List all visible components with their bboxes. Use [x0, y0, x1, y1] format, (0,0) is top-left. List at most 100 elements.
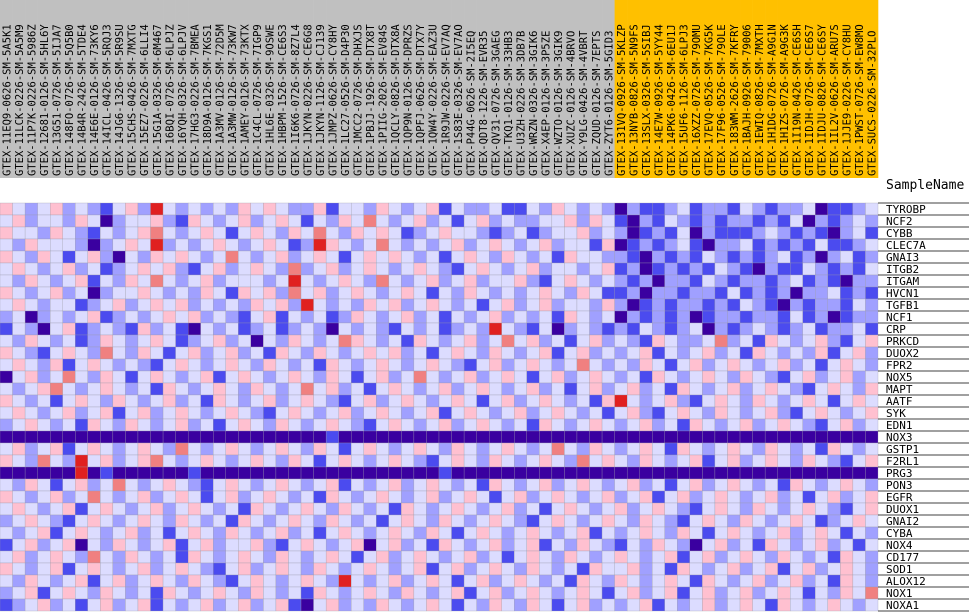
- heat-cell: [263, 406, 277, 420]
- heat-cell: [626, 334, 640, 348]
- heat-cell: [764, 574, 778, 588]
- heat-cell: [664, 286, 678, 300]
- heat-cell: [438, 430, 452, 444]
- heat-cell: [777, 562, 791, 576]
- heat-cell: [739, 394, 753, 408]
- heat-cell: [175, 322, 189, 336]
- heat-cell: [652, 286, 665, 300]
- heat-cell: [62, 394, 76, 408]
- heat-cell: [626, 202, 640, 216]
- sample-name: GTEX-14E6E-0126-SM-73KY6: [89, 24, 101, 176]
- heat-cell: [87, 382, 101, 396]
- heat-cell: [702, 586, 716, 600]
- heat-cell: [451, 394, 465, 408]
- heat-cell: [689, 370, 703, 384]
- heat-cell: [150, 394, 164, 408]
- heat-cell: [539, 598, 553, 612]
- heat-cell: [175, 598, 189, 612]
- heat-cell: [288, 346, 302, 360]
- heat-cell: [50, 346, 63, 360]
- heat-cell: [852, 238, 866, 252]
- heat-cell: [589, 346, 603, 360]
- heat-cell: [790, 226, 803, 240]
- heat-cell: [275, 334, 289, 348]
- heat-cell: [150, 274, 164, 288]
- heat-cell: [451, 370, 465, 384]
- heat-cell: [526, 274, 540, 288]
- heat-cell: [12, 430, 26, 444]
- heat-cell: [626, 262, 640, 276]
- heat-cell: [225, 418, 239, 432]
- heat-cell: [313, 298, 327, 312]
- heat-cell: [413, 262, 427, 276]
- heat-cell: [125, 274, 139, 288]
- heat-cell: [551, 490, 565, 504]
- heat-cell: [363, 466, 377, 480]
- heat-cell: [689, 226, 703, 240]
- heat-cell: [702, 322, 716, 336]
- heat-cell: [363, 562, 377, 576]
- heat-cell: [162, 286, 176, 300]
- heat-cell: [601, 358, 615, 372]
- heat-cell: [325, 586, 339, 600]
- heat-cell: [589, 226, 603, 240]
- heat-cell: [539, 406, 553, 420]
- heat-cell: [564, 562, 578, 576]
- heat-cell: [852, 478, 866, 492]
- heat-cell: [213, 490, 226, 504]
- heat-cell: [200, 550, 214, 564]
- gene-label: MAPT: [886, 383, 913, 396]
- heat-cell: [213, 382, 226, 396]
- heat-cell: [37, 454, 51, 468]
- heat-cell: [137, 310, 151, 324]
- heat-cell: [815, 562, 828, 576]
- heat-cell: [275, 382, 289, 396]
- heat-cell: [777, 586, 791, 600]
- heat-cell: [652, 358, 665, 372]
- sample-header: [388, 0, 402, 178]
- heat-cell: [0, 382, 13, 396]
- heat-cell: [24, 502, 38, 516]
- heat-cell: [539, 274, 553, 288]
- heat-cell: [175, 346, 189, 360]
- heat-cell: [187, 478, 201, 492]
- heat-cell: [463, 538, 477, 552]
- heat-cell: [739, 238, 753, 252]
- heat-cell: [363, 334, 377, 348]
- heat-cell: [764, 478, 778, 492]
- heat-cell: [162, 334, 176, 348]
- heat-cell: [100, 250, 114, 264]
- heat-cell: [564, 490, 578, 504]
- heat-cell: [802, 322, 816, 336]
- heat-cell: [827, 598, 841, 612]
- heat-cell: [175, 370, 189, 384]
- heat-cell: [162, 502, 176, 516]
- sample-name: GTEX-ZYT6-0126-SM-5GID3: [603, 31, 615, 176]
- heat-cell: [652, 334, 665, 348]
- heat-cell: [790, 262, 803, 276]
- heat-cell: [50, 574, 63, 588]
- heat-cell: [852, 526, 866, 540]
- heat-cell: [388, 574, 402, 588]
- heat-cell: [137, 502, 151, 516]
- heat-cell: [200, 430, 214, 444]
- sample-name: GTEX-1IDJU-0826-SM-CE6SY: [817, 24, 829, 176]
- heat-cell: [727, 502, 741, 516]
- heat-cell: [702, 598, 716, 612]
- heat-cell: [162, 322, 176, 336]
- heat-cell: [802, 406, 816, 420]
- heat-cell: [150, 538, 164, 552]
- heat-cell: [551, 586, 565, 600]
- heat-cell: [501, 442, 515, 456]
- sample-name: GTEX-16XZZ-0726-SM-79OMU: [691, 24, 703, 176]
- sample-header: [25, 0, 38, 178]
- heat-cell: [702, 418, 716, 432]
- heat-cell: [376, 574, 389, 588]
- heat-cell: [213, 298, 226, 312]
- heat-cell: [37, 286, 51, 300]
- heat-cell: [840, 406, 854, 420]
- heat-cell: [501, 310, 515, 324]
- heat-cell: [37, 430, 51, 444]
- heat-cell: [815, 358, 828, 372]
- heat-cell: [589, 562, 603, 576]
